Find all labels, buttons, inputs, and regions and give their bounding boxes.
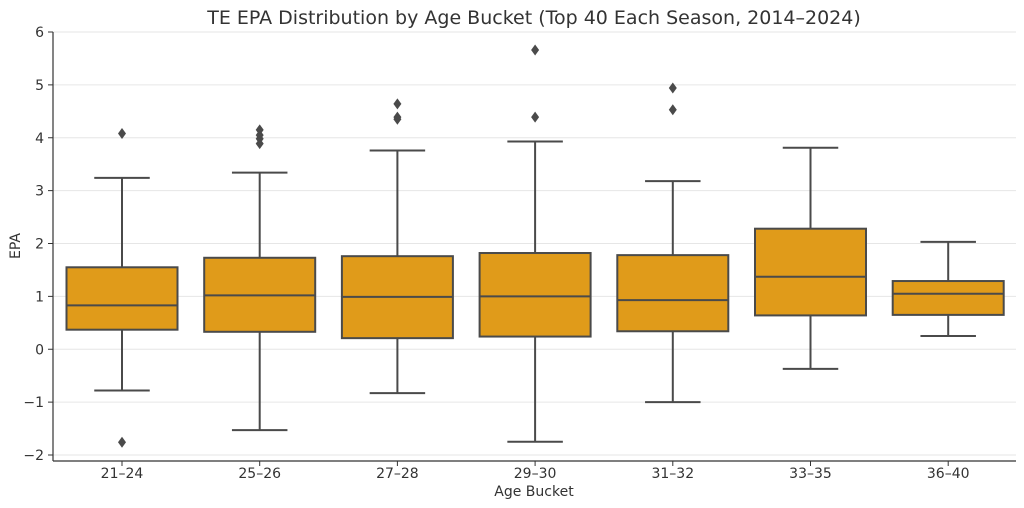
y-tick-label: 4 [35,131,44,147]
iqr-box [616,254,730,333]
x-tick-label: 31–32 [651,466,694,482]
y-tick-label: −1 [23,395,44,411]
outlier-point [118,436,126,448]
box-group-33–35 [754,146,867,370]
x-tick-label: 33–35 [789,466,832,482]
boxes-layer [65,44,1005,448]
x-tick-label: 25–26 [238,466,281,482]
box-group-29–30 [478,44,592,443]
y-tick-label: 2 [35,237,44,253]
x-tick-label: 21–24 [101,466,144,482]
x-axis-label: Age Bucket [494,484,574,500]
outlier-point [668,82,677,94]
box-group-31–32 [616,82,730,404]
outlier-point [393,113,402,125]
y-tick-label: 3 [35,184,44,200]
axes-layer [52,32,1016,462]
chart-title: TE EPA Distribution by Age Bucket (Top 4… [206,7,861,29]
x-tick-label: 29–30 [514,466,557,482]
y-ticks: 6 5 4 3 2 1 0 −1 −2 [23,25,53,464]
outlier-point [668,104,677,116]
outlier-point [255,138,264,150]
x-ticks: 21–24 25–26 27–28 29–30 31–32 33–35 36–40 [101,461,970,482]
y-tick-label: 0 [35,342,44,358]
y-axis-label: EPA [8,233,24,259]
y-tick-label: −2 [23,448,44,464]
outlier-point [531,44,540,56]
y-tick-label: 1 [35,289,44,305]
y-tick-label: 5 [35,78,44,94]
iqr-box [478,252,592,338]
outlier-point [393,98,402,110]
iqr-box [65,266,179,331]
y-tick-label: 6 [35,25,44,41]
box-group-25–26 [203,124,317,432]
outlier-point [531,111,540,123]
x-tick-label: 27–28 [376,466,419,482]
outlier-point [118,128,126,140]
box-group-27–28 [340,98,454,395]
box-group-21–24 [65,128,179,448]
x-tick-label: 36–40 [927,466,970,482]
box-group-36–40 [891,240,1005,338]
iqr-box [754,227,867,317]
iqr-box [891,280,1005,316]
